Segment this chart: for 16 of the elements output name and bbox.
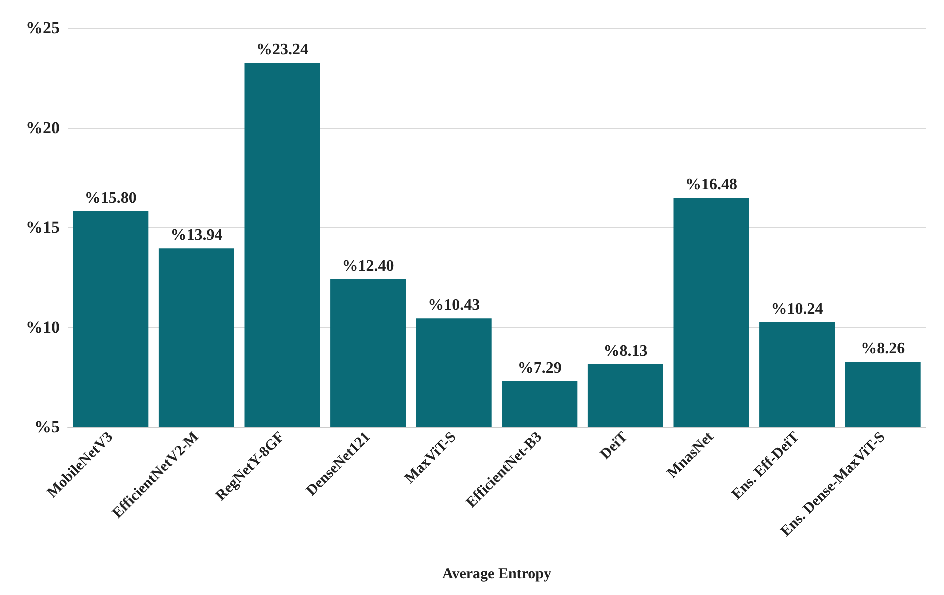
data-label: %12.40	[342, 258, 394, 275]
data-label: %10.43	[428, 297, 480, 314]
data-label: %10.24	[771, 300, 824, 318]
y-tick-label: %10	[26, 318, 60, 337]
data-label: %23.24	[256, 42, 308, 59]
y-tick-label: %5	[34, 418, 60, 436]
data-label: %13.94	[170, 227, 223, 244]
data-label: %7.29	[518, 360, 562, 377]
data-label: %16.48	[686, 176, 738, 194]
data-label: %8.26	[861, 340, 906, 358]
data-label: %15.80	[84, 190, 137, 208]
y-tick-label: %25	[26, 18, 60, 38]
y-tick-label: %15	[26, 218, 60, 237]
x-axis-title: Average Entropy	[442, 566, 552, 582]
data-label: %8.13	[604, 343, 648, 360]
y-tick-label: %20	[26, 118, 60, 138]
